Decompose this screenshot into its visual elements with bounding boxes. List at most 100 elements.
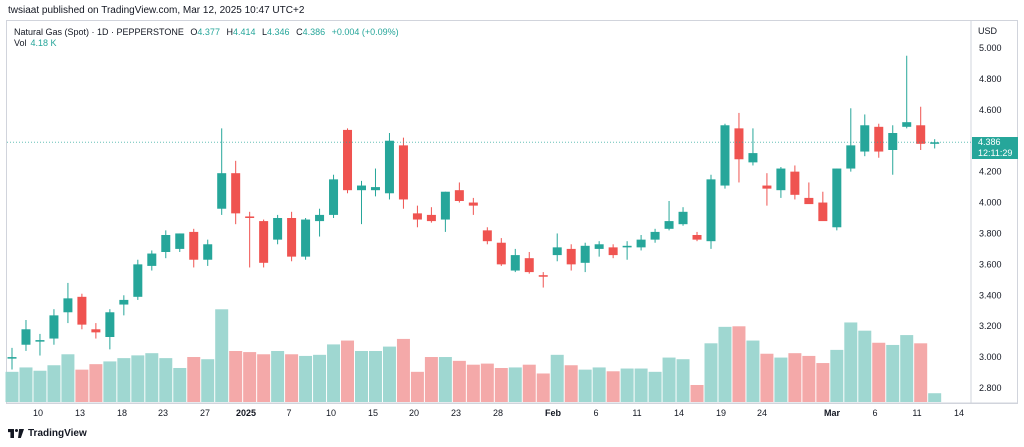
low-label: L bbox=[262, 27, 268, 37]
x-tick-label: 15 bbox=[368, 408, 378, 418]
last-price-value: 4.386 bbox=[978, 137, 1001, 147]
candle-body bbox=[930, 142, 940, 144]
candle-body bbox=[804, 197, 814, 205]
candle-body bbox=[273, 218, 283, 240]
x-tick-label: 6 bbox=[593, 408, 598, 418]
volume-bar bbox=[285, 354, 299, 402]
volume-bar bbox=[676, 359, 690, 402]
volume-bar bbox=[410, 371, 424, 402]
tradingview-logo-icon bbox=[8, 429, 24, 438]
brand-name: TradingView bbox=[28, 428, 87, 439]
candle-body bbox=[454, 190, 464, 201]
volume-bar bbox=[117, 358, 131, 402]
volume-bar bbox=[131, 355, 145, 402]
close-label: C bbox=[296, 27, 303, 37]
candle-body bbox=[832, 168, 842, 228]
volume-bar bbox=[396, 338, 410, 402]
candle-body bbox=[189, 231, 199, 260]
y-tick-label: 3.200 bbox=[979, 321, 1002, 331]
volume-bar bbox=[830, 349, 844, 402]
y-tick-label: 4.800 bbox=[979, 74, 1002, 84]
candle-body bbox=[49, 315, 59, 339]
volume-bar bbox=[257, 354, 271, 402]
candle-body bbox=[343, 129, 353, 191]
volume-bar bbox=[271, 350, 285, 402]
close-value: 4.386 bbox=[302, 27, 326, 37]
volume-bar bbox=[313, 354, 327, 402]
x-tick-label: 24 bbox=[757, 408, 767, 418]
volume-legend: Vol 4.18 K bbox=[14, 38, 57, 48]
candle-body bbox=[608, 247, 618, 256]
candle-body bbox=[860, 125, 870, 152]
volume-bar bbox=[5, 371, 19, 402]
volume-bar bbox=[341, 340, 355, 402]
candle-body bbox=[370, 187, 380, 191]
volume-value: 4.18 K bbox=[30, 38, 57, 48]
volume-bar bbox=[201, 359, 215, 402]
volume-bar bbox=[438, 357, 452, 402]
volume-bar bbox=[732, 326, 746, 402]
candle-body bbox=[161, 235, 171, 252]
candle-body bbox=[622, 245, 632, 248]
candle-body bbox=[720, 125, 730, 186]
volume-bar bbox=[33, 370, 47, 402]
candle-body bbox=[133, 264, 143, 297]
volume-bar bbox=[872, 342, 886, 402]
volume-bar bbox=[704, 343, 718, 402]
x-tick-label: 18 bbox=[117, 408, 127, 418]
x-tick-label: 2025 bbox=[236, 408, 256, 418]
candle-body bbox=[440, 191, 450, 220]
volume-bar bbox=[816, 363, 830, 402]
y-tick-label: 5.000 bbox=[979, 43, 1002, 53]
candle-body bbox=[594, 244, 604, 249]
volume-bar bbox=[382, 346, 396, 402]
volume-bar bbox=[914, 343, 928, 402]
candle-body bbox=[762, 185, 772, 189]
volume-bar bbox=[103, 361, 117, 402]
candle-body bbox=[748, 153, 758, 163]
volume-bar bbox=[355, 350, 368, 402]
y-tick-label: 3.000 bbox=[979, 352, 1002, 362]
x-tick-label: 23 bbox=[158, 408, 168, 418]
volume-bar bbox=[145, 353, 159, 402]
candle-body bbox=[678, 211, 688, 225]
y-tick-label: 3.600 bbox=[979, 259, 1002, 269]
high-label: H bbox=[226, 27, 233, 37]
symbol-legend: Natural Gas (Spot) · 1D · PEPPERSTONE O4… bbox=[14, 26, 399, 38]
volume-bar bbox=[243, 352, 257, 402]
currency-label[interactable]: USD bbox=[978, 26, 998, 36]
candle-body bbox=[580, 245, 590, 263]
volume-bar bbox=[508, 367, 522, 402]
open-value: 4.377 bbox=[197, 27, 220, 37]
candle-body bbox=[650, 231, 660, 240]
candle-body bbox=[77, 296, 87, 325]
volume-bar bbox=[327, 344, 341, 402]
candle-body bbox=[357, 185, 366, 191]
volume-bar bbox=[61, 354, 75, 402]
candle-body bbox=[482, 230, 492, 242]
x-tick-label: 7 bbox=[286, 408, 291, 418]
last-price-tag: 4.386 12:11:29 bbox=[972, 137, 1018, 159]
candle-body bbox=[217, 173, 227, 209]
x-tick-label: 11 bbox=[632, 408, 641, 418]
candle-body bbox=[147, 253, 157, 266]
x-tick-label: Feb bbox=[545, 408, 562, 418]
volume-bar bbox=[159, 358, 173, 402]
candle-body bbox=[384, 140, 394, 194]
candle-body bbox=[902, 122, 912, 127]
candle-body bbox=[468, 202, 478, 206]
candle-body bbox=[63, 298, 73, 313]
candle-body bbox=[874, 126, 884, 152]
x-tick-label: 20 bbox=[409, 408, 419, 418]
low-value: 4.346 bbox=[267, 27, 290, 37]
x-tick-label: 14 bbox=[674, 408, 684, 418]
volume-bar bbox=[900, 335, 914, 402]
candle-body bbox=[7, 357, 17, 359]
volume-bar bbox=[592, 367, 606, 402]
footer-brand[interactable]: TradingView bbox=[8, 428, 87, 439]
candle-body bbox=[538, 275, 548, 277]
volume-bar bbox=[187, 357, 201, 402]
candle-body bbox=[175, 233, 185, 249]
candle-body bbox=[21, 329, 31, 345]
